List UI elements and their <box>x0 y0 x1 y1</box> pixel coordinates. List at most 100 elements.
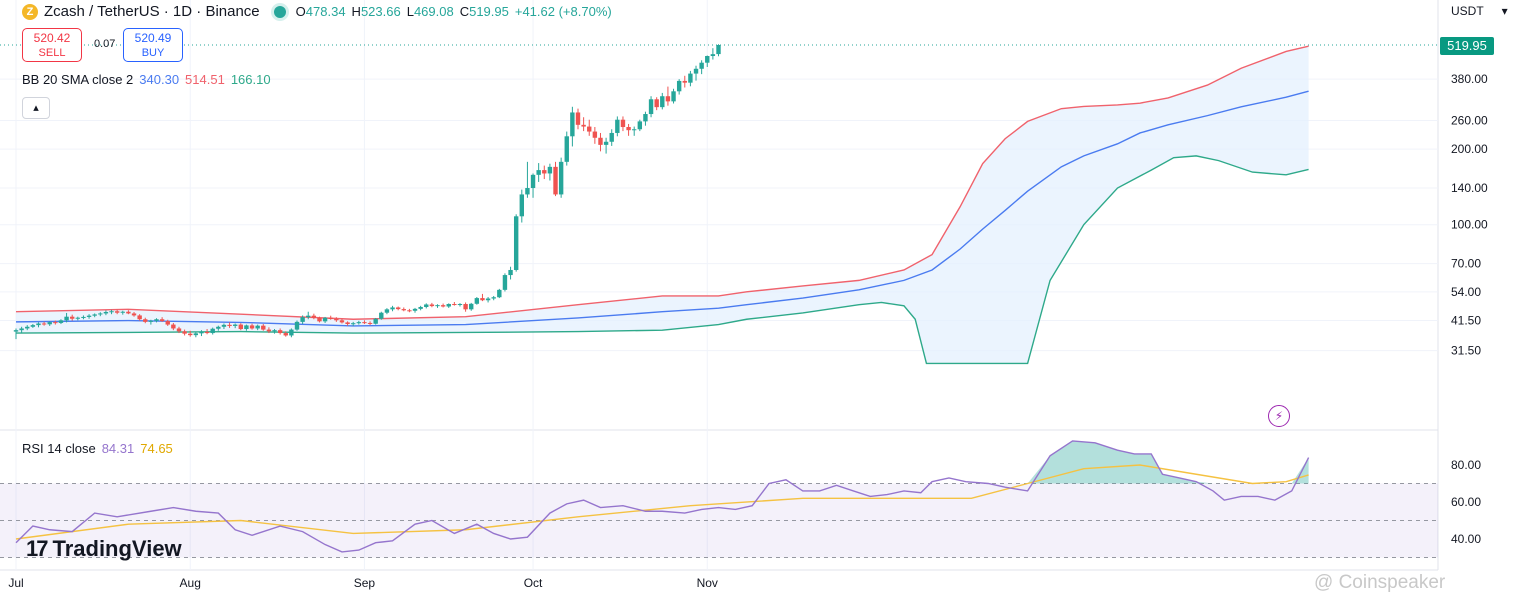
rsi-tick-label: 40.00 <box>1451 532 1481 546</box>
price-axis[interactable]: 380.00 260.00 200.00 140.00 100.00 70.00 54.00… <box>1451 72 1488 546</box>
candle-body <box>491 297 496 299</box>
candle-body <box>53 322 58 324</box>
candle-body <box>199 331 204 334</box>
candle-body <box>339 320 345 323</box>
candle-body <box>322 317 328 322</box>
candle-body <box>558 161 564 195</box>
candle-body <box>204 331 210 334</box>
rsi-ma-value: 74.65 <box>140 441 173 456</box>
candle-body <box>334 318 339 321</box>
lightning-icon[interactable]: ⚡ <box>1268 405 1290 427</box>
candle-body <box>221 324 227 327</box>
chevron-down-icon: ▾ <box>1501 4 1508 18</box>
candle-body <box>98 313 103 315</box>
candle-body <box>705 56 710 63</box>
time-axis[interactable]: Jul Aug Sep Oct Nov <box>8 576 718 590</box>
candle-body <box>671 91 676 102</box>
candle-body <box>13 330 19 332</box>
candle-body <box>497 289 502 298</box>
candle-body <box>626 127 631 131</box>
candle-body <box>311 315 317 318</box>
sell-button[interactable]: 520.42 SELL <box>22 28 82 62</box>
low-label: L <box>406 4 414 19</box>
candle-body <box>418 306 423 309</box>
candle-body <box>92 314 97 316</box>
candle-body <box>306 315 311 318</box>
currency-selector[interactable]: USDT ▾ <box>1451 4 1508 18</box>
buy-button[interactable]: 520.49 BUY <box>123 28 183 62</box>
candle-body <box>446 304 451 307</box>
candle-body <box>502 275 508 290</box>
candle-body <box>283 333 288 336</box>
candle-body <box>171 324 176 329</box>
candle-body <box>373 318 378 324</box>
sell-label: SELL <box>38 47 66 59</box>
symbol-title[interactable]: Zcash / TetherUS · 1D · Binance <box>44 3 260 20</box>
tradingview-brand: 17 TradingView <box>26 536 182 562</box>
bb-lower-line <box>15 155 1309 365</box>
candle-body <box>216 326 221 329</box>
candle-body <box>277 330 283 334</box>
candle-body <box>159 319 165 322</box>
ohlc-values: O478.34 H523.66 L469.08 C519.95 +41.62 (… <box>296 4 612 19</box>
candle-body <box>463 304 468 310</box>
collapse-legend-button[interactable]: ▴ <box>22 97 50 119</box>
candle-body <box>710 54 716 57</box>
rsi-label: RSI 14 close <box>22 441 96 456</box>
candle-body <box>609 132 614 142</box>
price-tick-label: 41.50 <box>1451 314 1481 328</box>
change-value: +41.62 (+8.70%) <box>514 4 612 19</box>
high-label: H <box>351 4 361 19</box>
candle-body <box>114 311 120 313</box>
candle-body <box>81 316 86 318</box>
price-tick-label: 260.00 <box>1451 114 1488 128</box>
bollinger-legend[interactable]: BB 20 SMA close 2 340.30 514.51 166.10 <box>22 72 271 87</box>
candle-body <box>238 324 243 330</box>
candle-body <box>188 333 193 336</box>
candle-body <box>716 45 721 55</box>
candle-body <box>255 325 260 329</box>
candle-body <box>244 325 249 330</box>
candle-body <box>148 320 154 322</box>
rsi-legend[interactable]: RSI 14 close 84.31 74.65 <box>22 441 173 456</box>
candle-body <box>553 166 558 195</box>
candle-body <box>182 331 187 334</box>
candle-body <box>435 305 440 307</box>
open-value: 478.34 <box>305 4 346 19</box>
candle-body <box>109 311 114 313</box>
buy-price: 520.49 <box>134 31 172 45</box>
candle-body <box>654 99 659 108</box>
candle-body <box>193 333 199 336</box>
rsi-band <box>0 483 1438 558</box>
candle-body <box>407 310 412 312</box>
candle-body <box>300 317 305 322</box>
candle-body <box>351 323 356 325</box>
candle-body <box>25 326 30 329</box>
chevron-up-icon: ▴ <box>33 102 39 114</box>
candle-body <box>384 309 390 313</box>
price-tick-label: 54.00 <box>1451 285 1481 299</box>
candle-body <box>530 174 536 189</box>
candle-body <box>30 325 36 327</box>
time-tick-label: Aug <box>180 576 201 590</box>
tradingview-name: TradingView <box>52 536 182 561</box>
candle-body <box>19 328 24 331</box>
bollinger-band-lines <box>15 45 1309 365</box>
bollinger-band-fill <box>16 46 1309 364</box>
candle-body <box>154 319 159 321</box>
price-tick-label: 31.50 <box>1451 344 1481 358</box>
bb-upper-line <box>15 45 1309 320</box>
candle-body <box>266 329 272 332</box>
candle-body <box>508 269 513 276</box>
candle-body <box>564 136 569 162</box>
last-price-badge: 519.95 <box>1440 37 1494 55</box>
candle-body <box>143 319 148 322</box>
candle-body <box>176 328 182 332</box>
candle-body <box>294 321 300 330</box>
candle-body <box>75 317 81 319</box>
rsi-line <box>15 440 1310 553</box>
candle-body <box>587 126 592 132</box>
candle-body <box>103 311 109 314</box>
time-tick-label: Oct <box>524 576 543 590</box>
